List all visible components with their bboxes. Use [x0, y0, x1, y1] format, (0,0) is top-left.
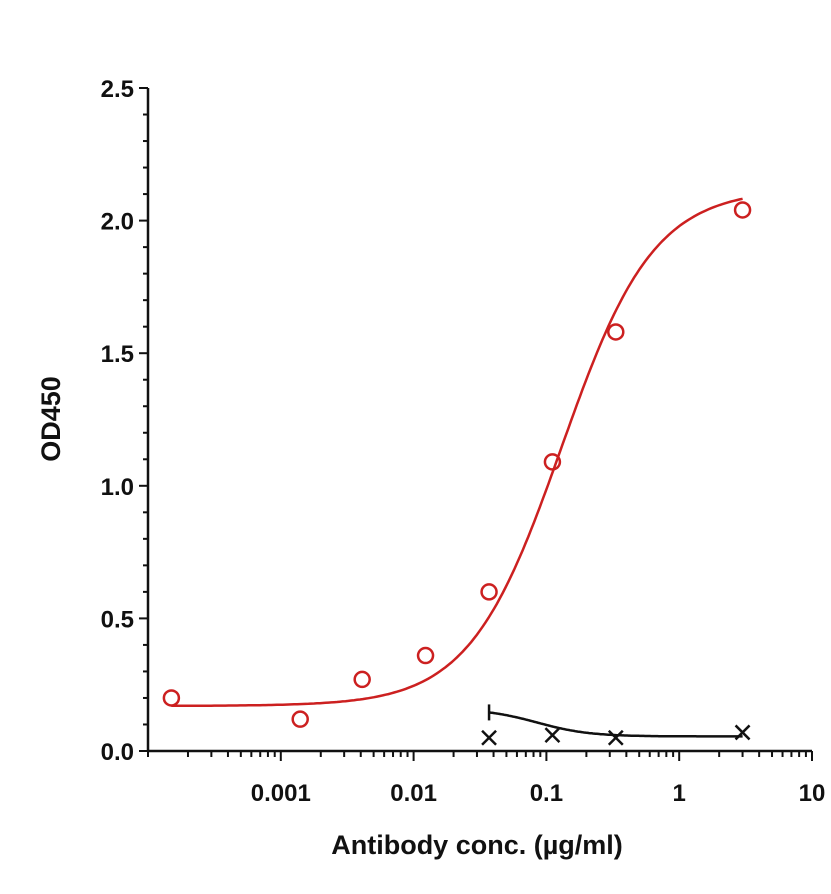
y-tick-label: 1.5	[101, 341, 134, 368]
y-tick-label: 0.5	[101, 606, 134, 633]
data-point-circle	[733, 201, 752, 219]
y-tick-label: 2.5	[101, 76, 134, 103]
fit-curve-sample	[171, 197, 743, 708]
y-tick-label: 1.0	[101, 474, 134, 501]
y-axis-title: OD450	[36, 376, 66, 462]
data-point-x	[607, 729, 624, 746]
data-point-circle	[416, 646, 435, 665]
y-tick-label: 0.0	[101, 739, 134, 766]
data-point-circle	[543, 453, 562, 471]
data-point-x	[481, 729, 497, 746]
x-tick-label: 10	[799, 780, 826, 807]
fit-curve-control	[488, 711, 743, 738]
plot-area	[162, 197, 752, 746]
data-point-circle	[607, 323, 625, 341]
data-point-circle	[162, 689, 181, 707]
x-axis-title: Antibody conc. (µg/ml)	[331, 830, 623, 860]
axes: 0.0 0.5 1.0 1.5 2.0 2.5 0.001 0.01 0.1 1 10	[101, 76, 826, 807]
data-point-circle	[480, 583, 498, 601]
x-tick-label: 1	[673, 780, 686, 807]
x-tick-label: 0.01	[390, 780, 437, 807]
y-tick-label: 2.0	[101, 209, 134, 236]
data-point-circle	[353, 670, 371, 689]
x-marker-stroke	[607, 729, 624, 746]
x-marker-stroke	[544, 727, 561, 743]
data-point-x	[544, 727, 561, 743]
x-marker-stroke	[734, 724, 751, 741]
data-point-x	[734, 724, 751, 741]
x-marker-stroke	[481, 729, 497, 746]
x-tick-label: 0.1	[530, 780, 563, 807]
data-point-circle	[291, 710, 309, 728]
x-tick-label: 0.001	[251, 780, 311, 807]
